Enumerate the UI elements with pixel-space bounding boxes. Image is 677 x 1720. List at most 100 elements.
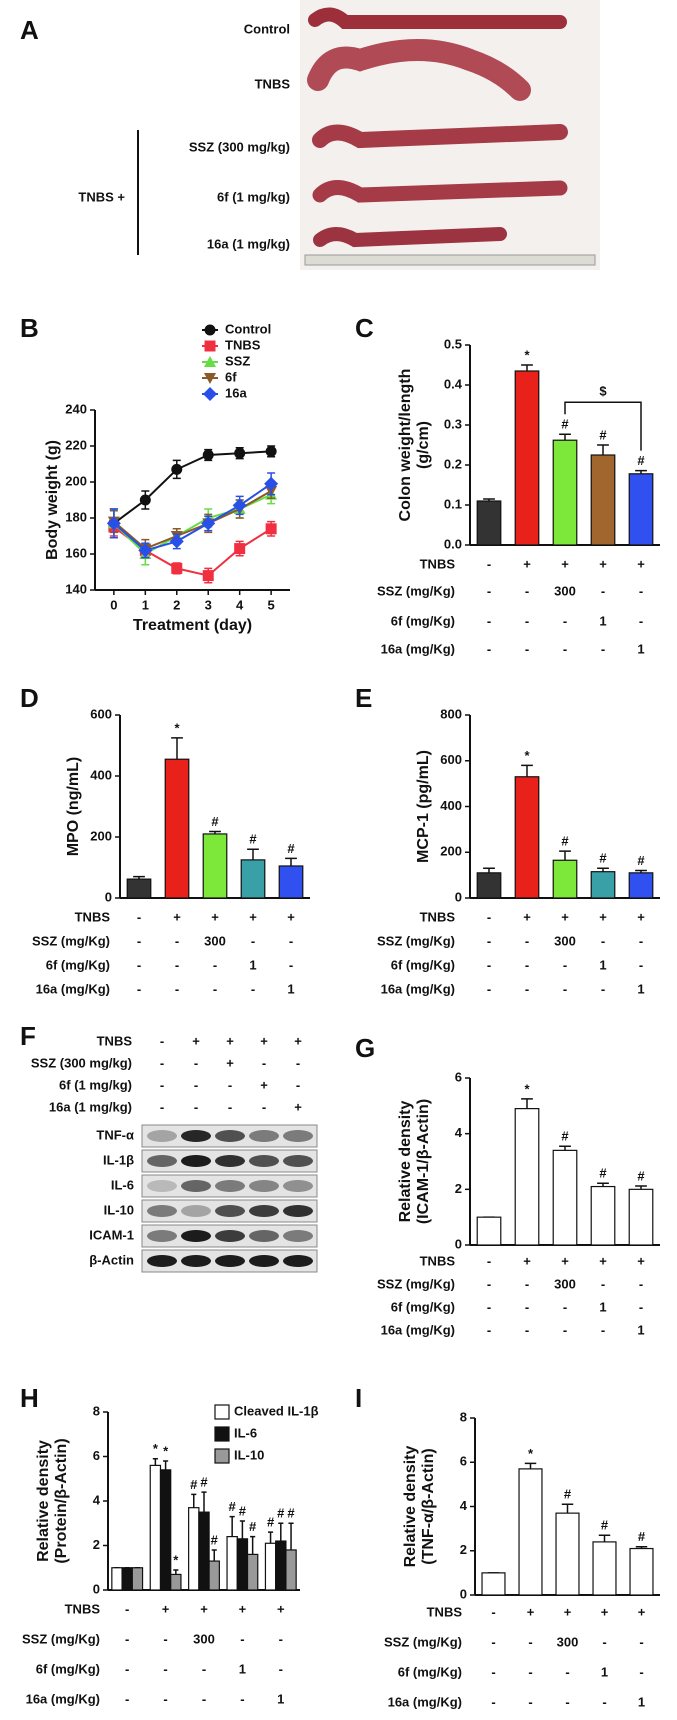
treatment-cell: + <box>523 556 531 571</box>
y-tick-label: 0.1 <box>444 496 462 511</box>
bar <box>476 500 502 546</box>
treatment-cell: - <box>163 1631 167 1646</box>
bar <box>590 454 616 546</box>
bar <box>590 871 616 899</box>
marker <box>138 543 153 558</box>
legend-label: IL-6 <box>234 1425 257 1440</box>
marker <box>264 476 279 491</box>
y-tick-label: 0.3 <box>444 416 462 431</box>
line <box>113 450 272 525</box>
photo-label: 6f (1 mg/kg) <box>217 189 290 204</box>
bar <box>628 473 654 546</box>
treatment-cell: - <box>525 1299 529 1314</box>
treatment-label: 16a (mg/Kg) <box>381 1322 455 1337</box>
error-bar <box>239 1520 245 1539</box>
treatment-label: SSZ (mg/Kg) <box>384 1634 462 1649</box>
panel-letter: B <box>20 313 39 343</box>
panel-letter: C <box>355 313 374 343</box>
treatment-label: SSZ (mg/Kg) <box>377 933 455 948</box>
x-tick-label: 2 <box>173 597 180 612</box>
treatment-label: 16a (1 mg/kg) <box>49 1099 132 1114</box>
treatment-cell: + <box>638 1604 646 1619</box>
x-tick-label: 1 <box>142 597 149 612</box>
bar <box>285 1549 297 1591</box>
treatment-cell: - <box>487 933 491 948</box>
significance-mark: * <box>173 1552 179 1567</box>
treatment-cell: - <box>487 556 491 571</box>
treatment-cell: - <box>487 641 491 656</box>
treatment-cell: + <box>260 1033 268 1048</box>
significance-mark: # <box>601 1518 609 1533</box>
significance-mark: * <box>153 1441 159 1456</box>
bar <box>552 859 578 899</box>
treatment-label: TNBS <box>420 556 456 571</box>
panel-letter: I <box>355 1383 362 1413</box>
y-axis-label: Relative density <box>402 1445 419 1567</box>
blot-band <box>181 1155 211 1167</box>
blot-band <box>215 1205 245 1217</box>
band-label: IL-10 <box>104 1202 134 1217</box>
treatment-cell: - <box>262 1055 266 1070</box>
treatment-cell: - <box>525 613 529 628</box>
error-bar <box>247 848 259 860</box>
bar <box>590 1185 616 1246</box>
significance-mark: # <box>267 1515 275 1530</box>
marker <box>171 463 183 475</box>
blot-band <box>181 1130 211 1142</box>
y-axis-label: Relative density <box>35 1440 52 1562</box>
treatment-cell: - <box>565 1664 569 1679</box>
treatment-cell: 300 <box>193 1631 215 1646</box>
bar <box>592 1541 617 1596</box>
treatment-cell: - <box>279 1661 283 1676</box>
error-bar <box>191 1493 197 1508</box>
y-axis-label: (TNF-α/β-Actin) <box>420 1448 437 1564</box>
y-axis-label: Body weight (g) <box>44 440 61 560</box>
treatment-cell: - <box>137 957 141 972</box>
panel-letter: A <box>20 15 39 45</box>
significance-mark: * <box>524 748 530 763</box>
treatment-cell: - <box>240 1631 244 1646</box>
marker <box>169 534 184 549</box>
treatment-cell: - <box>563 1322 567 1337</box>
y-tick-label: 2 <box>93 1537 100 1552</box>
x-axis-label: Treatment (day) <box>133 617 252 634</box>
y-tick-label: 0.0 <box>444 536 462 551</box>
y-tick-label: 0 <box>455 1236 462 1251</box>
line <box>113 526 272 577</box>
significance-mark: # <box>561 1129 569 1144</box>
blot-band <box>283 1155 313 1167</box>
band-label: IL-1β <box>103 1152 134 1167</box>
blot-band <box>215 1130 245 1142</box>
comparison-label: $ <box>599 384 607 399</box>
y-tick-label: 180 <box>65 509 87 524</box>
treatment-cell: - <box>563 957 567 972</box>
treatment-cell: + <box>523 909 531 924</box>
bar <box>629 1547 654 1596</box>
bar <box>164 758 190 899</box>
error-bar <box>559 850 571 861</box>
error-bar <box>598 1534 611 1542</box>
significance-mark: # <box>564 1487 572 1502</box>
treatment-cell: - <box>639 1299 643 1314</box>
treatment-cell: - <box>160 1055 164 1070</box>
treatment-cell: - <box>565 1694 569 1709</box>
marker <box>234 447 246 459</box>
treatment-cell: - <box>137 909 141 924</box>
panel-letter: G <box>355 1033 375 1063</box>
x-tick-label: 5 <box>268 597 275 612</box>
bar <box>111 1567 123 1591</box>
line <box>113 482 272 552</box>
treatment-cell: - <box>601 641 605 656</box>
bar <box>518 1468 543 1596</box>
colon-photo <box>300 0 600 270</box>
treatment-cell: + <box>260 1077 268 1092</box>
y-tick-label: 0 <box>460 1586 467 1601</box>
panel-letter: E <box>355 683 372 713</box>
bar <box>170 1573 182 1591</box>
treatment-label: 16a (mg/Kg) <box>36 981 110 996</box>
bar <box>240 859 266 899</box>
treatment-cell: - <box>487 1253 491 1268</box>
treatment-cell: - <box>160 1077 164 1092</box>
blot-band <box>283 1205 313 1217</box>
marker <box>202 570 214 582</box>
